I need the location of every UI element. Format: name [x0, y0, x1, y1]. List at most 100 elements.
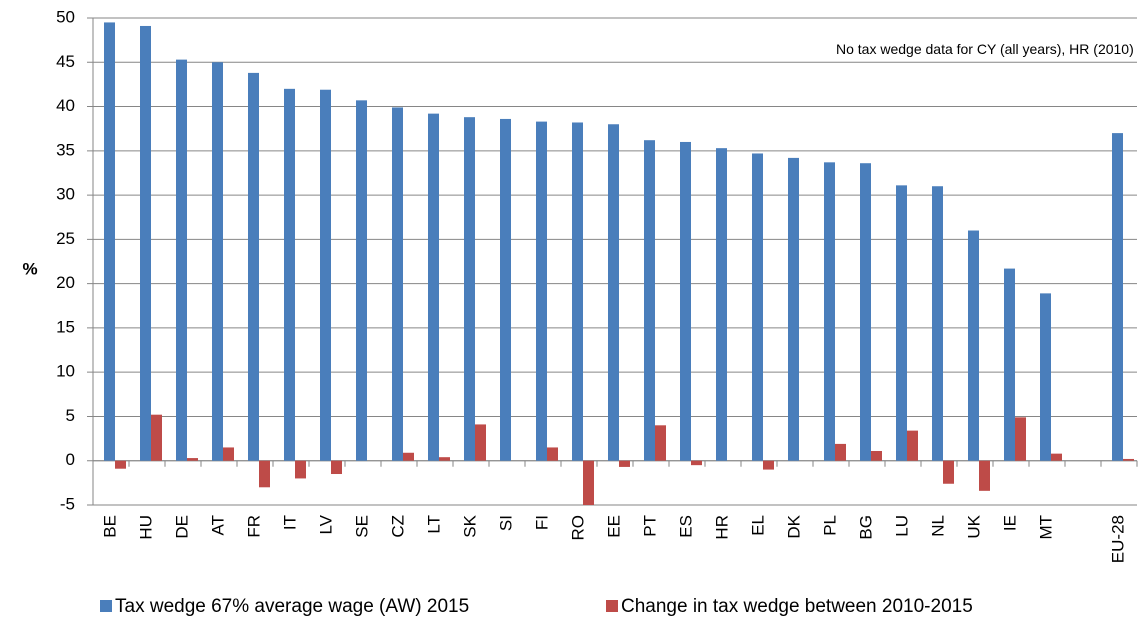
x-tick-label: SI [496, 515, 515, 531]
bar [176, 59, 187, 461]
x-tick-label: IT [280, 515, 299, 530]
y-tick-label: 50 [56, 7, 75, 26]
bar [979, 460, 990, 491]
x-tick-label: LV [316, 514, 335, 534]
x-tick-label: EE [604, 515, 623, 538]
y-tick-label: 45 [56, 52, 75, 71]
x-tick-label: BG [856, 515, 875, 540]
bar [860, 163, 871, 461]
x-tick-label: DK [784, 514, 803, 538]
x-tick-label: LT [424, 515, 443, 534]
legend-swatch [606, 600, 618, 612]
bar [835, 443, 846, 461]
bar [475, 424, 486, 461]
bar [691, 460, 702, 466]
x-tick-label: UK [964, 514, 983, 538]
bar [655, 425, 666, 461]
y-tick-label: 0 [66, 450, 75, 469]
bar [1112, 133, 1123, 461]
x-tick-label: DE [172, 515, 191, 539]
x-tick-label: FI [532, 515, 551, 530]
bar [428, 113, 439, 461]
annotation-box: No tax wedge data for CY (all years), HR… [836, 41, 1134, 57]
x-tick-label: SE [352, 515, 371, 538]
bar [619, 460, 630, 467]
bar [871, 450, 882, 461]
bar [140, 25, 151, 461]
bar [403, 452, 414, 461]
bar [356, 100, 367, 461]
x-tick-label: HR [712, 515, 731, 540]
bar [943, 460, 954, 484]
bar [223, 447, 234, 461]
annotation: No tax wedge data for CY (all years), HR… [836, 41, 1134, 57]
bar [464, 117, 475, 461]
y-tick-label: 25 [56, 229, 75, 248]
x-tick-label: PL [820, 515, 839, 536]
bar [331, 460, 342, 475]
bar [1123, 458, 1134, 461]
bar [392, 107, 403, 461]
bar [547, 447, 558, 461]
bar [572, 122, 583, 461]
x-tick-label: AT [208, 515, 227, 535]
bar [439, 457, 450, 461]
bar [608, 124, 619, 461]
bar [968, 230, 979, 461]
bar [788, 157, 799, 461]
x-tick-label: SK [460, 514, 479, 537]
y-tick-label: 15 [56, 317, 75, 336]
x-tick-label: LU [892, 515, 911, 537]
legend-swatch [100, 600, 112, 612]
x-tick-label: IE [1000, 515, 1019, 531]
x-tick-label: RO [568, 515, 587, 541]
bar [644, 140, 655, 461]
y-tick-label: 20 [56, 273, 75, 292]
bar [284, 88, 295, 461]
bar [187, 458, 198, 461]
bar [248, 72, 259, 461]
bar [259, 460, 270, 488]
bar [212, 62, 223, 461]
bar [1015, 417, 1026, 461]
x-tick-label: EU-28 [1108, 515, 1127, 563]
y-tick-label: 30 [56, 185, 75, 204]
x-tick-label: BE [100, 515, 119, 538]
x-tick-label: CZ [388, 515, 407, 538]
bar [500, 118, 511, 461]
bar [716, 148, 727, 461]
y-axis-label: % [22, 259, 37, 278]
x-tick-label: EL [748, 515, 767, 536]
bar [680, 141, 691, 461]
bar [536, 121, 547, 461]
bar [295, 460, 306, 479]
x-tick-label: NL [928, 515, 947, 537]
bar [104, 22, 115, 461]
bar [151, 414, 162, 461]
bar [115, 460, 126, 469]
x-tick-label: ES [676, 515, 695, 538]
y-tick-label: -5 [60, 494, 75, 513]
bar [932, 186, 943, 461]
bar [763, 460, 774, 470]
x-tick-label: PT [640, 515, 659, 537]
y-tick-label: 35 [56, 140, 75, 159]
legend-label: Tax wedge 67% average wage (AW) 2015 [115, 596, 469, 617]
x-tick-label: FR [244, 515, 263, 538]
bar [896, 185, 907, 461]
x-tick-label: MT [1036, 515, 1055, 540]
bar [1040, 293, 1051, 461]
legend-label: Change in tax wedge between 2010-2015 [621, 596, 973, 617]
y-tick-label: 5 [66, 406, 75, 425]
bar [1004, 268, 1015, 461]
bar [752, 153, 763, 461]
bar [320, 89, 331, 461]
bar [1051, 453, 1062, 461]
bar [583, 460, 594, 505]
y-tick-label: 10 [56, 362, 75, 381]
x-tick-label: HU [136, 515, 155, 540]
bar [907, 430, 918, 461]
y-tick-label: 40 [56, 96, 75, 115]
bar [824, 162, 835, 461]
